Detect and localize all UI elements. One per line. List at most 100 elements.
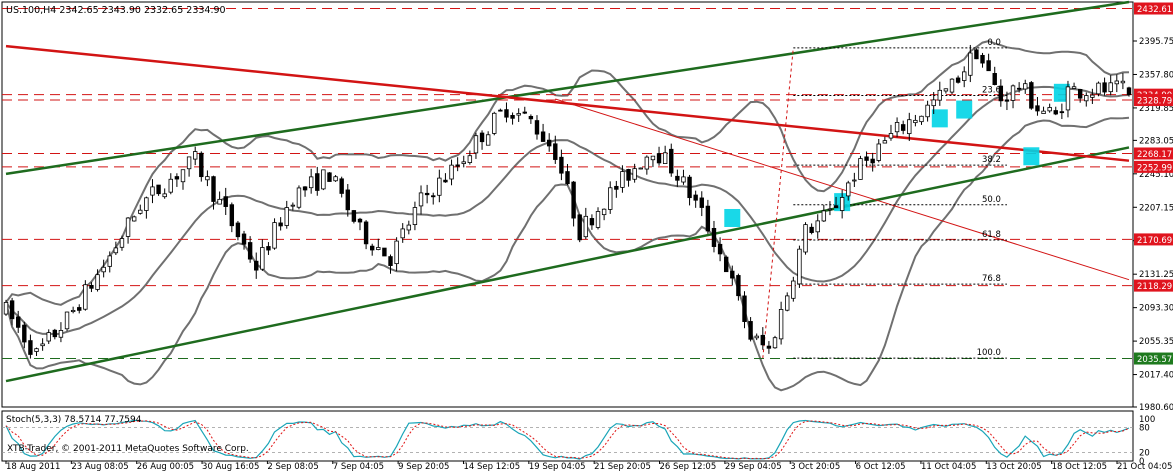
candle-body xyxy=(577,214,582,241)
candle-body xyxy=(424,192,430,196)
price-tag-label: 2268.17 xyxy=(1137,150,1172,160)
x-tick-label: 18 Aug 2011 xyxy=(6,462,60,472)
candle-body xyxy=(168,178,173,193)
candle-body xyxy=(193,151,198,160)
candle-body xyxy=(437,177,442,196)
candle-body xyxy=(217,198,222,205)
stoch-tick-label: 100 xyxy=(1139,415,1155,425)
candle-body xyxy=(58,330,64,338)
trendline-green-lower[interactable] xyxy=(5,146,1130,383)
candle-body xyxy=(479,132,485,143)
price-tag-box xyxy=(1134,94,1173,107)
x-tick-label: 21 Sep 20:05 xyxy=(594,462,651,472)
fib-level-label: 38.2 xyxy=(982,155,1001,165)
candle-body xyxy=(467,155,473,163)
candle-body xyxy=(64,311,70,330)
bollinger-middle-line xyxy=(5,85,1130,336)
candle-body xyxy=(107,255,112,267)
candle-body xyxy=(455,164,460,167)
candle-body xyxy=(254,260,259,271)
price-tag-label: 2118.29 xyxy=(1137,282,1172,292)
candle-body xyxy=(888,133,894,139)
highlight-box xyxy=(724,208,741,227)
candle-body xyxy=(656,153,662,164)
candle-body xyxy=(34,348,39,352)
candle-body xyxy=(913,119,918,124)
candle-body xyxy=(980,54,985,64)
candle-body xyxy=(266,246,271,251)
fibonacci-retracement[interactable]: 0.0 23.6 38.2 50.0 61.8 76.8 100.0 xyxy=(762,38,1007,359)
x-tick-label: 29 Sep 04:05 xyxy=(725,462,782,472)
candle-body xyxy=(968,52,973,76)
candle-body xyxy=(1071,86,1077,89)
candle-body xyxy=(852,179,857,182)
candle-body xyxy=(1090,94,1095,98)
candle-body xyxy=(400,228,405,239)
candle-body xyxy=(308,176,314,189)
candle-body xyxy=(510,115,515,119)
candle-body xyxy=(693,194,698,201)
candle-body xyxy=(974,49,979,60)
candle-body xyxy=(406,224,412,231)
fib-level-label: 76.8 xyxy=(982,274,1001,284)
stoch-plot-border xyxy=(1,410,1134,462)
candle-body xyxy=(760,334,766,346)
candle-body xyxy=(943,88,949,92)
trendline-green-upper[interactable] xyxy=(5,0,1130,176)
candle-body xyxy=(504,109,509,118)
candle-body xyxy=(626,169,631,181)
candle-body xyxy=(754,335,759,339)
candle-body xyxy=(986,60,991,72)
x-tick-label: 7 Sep 04:05 xyxy=(333,462,384,472)
candle-body xyxy=(595,211,601,228)
x-tick-label: 21 Oct 04:05 xyxy=(1117,462,1172,472)
price-tag-box xyxy=(1134,147,1173,160)
candle-body xyxy=(559,156,564,174)
candle-body xyxy=(382,247,387,257)
candle-body xyxy=(864,156,869,161)
highlight-box xyxy=(956,100,973,119)
trendline-red-thin-falling[interactable] xyxy=(555,98,1130,281)
candle-body xyxy=(485,134,491,146)
candle-body xyxy=(394,240,399,265)
trendline-red-thick[interactable] xyxy=(5,44,1130,162)
candle-body xyxy=(174,176,180,180)
candle-body xyxy=(357,218,363,223)
x-tick-label: 11 Oct 04:05 xyxy=(921,462,976,472)
candle-body xyxy=(125,217,131,237)
candle-body xyxy=(644,156,650,170)
candle-body xyxy=(589,218,595,226)
y-tick-label: 2017.40 xyxy=(1139,371,1173,381)
candle-body xyxy=(1108,82,1113,93)
price-tag-label: 2432.61 xyxy=(1137,5,1172,15)
fib-anchor-line[interactable] xyxy=(762,47,794,359)
candle-body xyxy=(278,222,283,227)
candle-body xyxy=(1114,80,1119,85)
x-tick-label: 30 Aug 16:05 xyxy=(202,462,259,472)
candle-body xyxy=(565,171,570,185)
candle-body xyxy=(608,187,613,210)
candle-body xyxy=(449,164,454,180)
candle-body xyxy=(369,245,375,251)
fib-level-label: 100.0 xyxy=(977,348,1001,358)
candle-body xyxy=(144,197,149,211)
candle-body xyxy=(443,179,448,183)
candle-body xyxy=(711,227,717,247)
candle-body xyxy=(522,111,527,114)
candle-body xyxy=(418,192,424,207)
candle-body xyxy=(699,197,704,208)
candle-body xyxy=(156,184,161,195)
candle-body xyxy=(772,337,778,349)
candlesticks xyxy=(3,44,1132,359)
fib-level-label: 0.0 xyxy=(987,38,1001,48)
candle-body xyxy=(907,119,912,135)
candle-body xyxy=(40,343,45,347)
main-plot-border xyxy=(1,1,1134,408)
x-tick-label: 9 Sep 20:05 xyxy=(398,462,449,472)
candle-body xyxy=(620,171,625,188)
trendlines[interactable] xyxy=(5,0,1130,383)
candle-body xyxy=(272,222,277,249)
fib-level-label: 61.8 xyxy=(982,230,1001,240)
